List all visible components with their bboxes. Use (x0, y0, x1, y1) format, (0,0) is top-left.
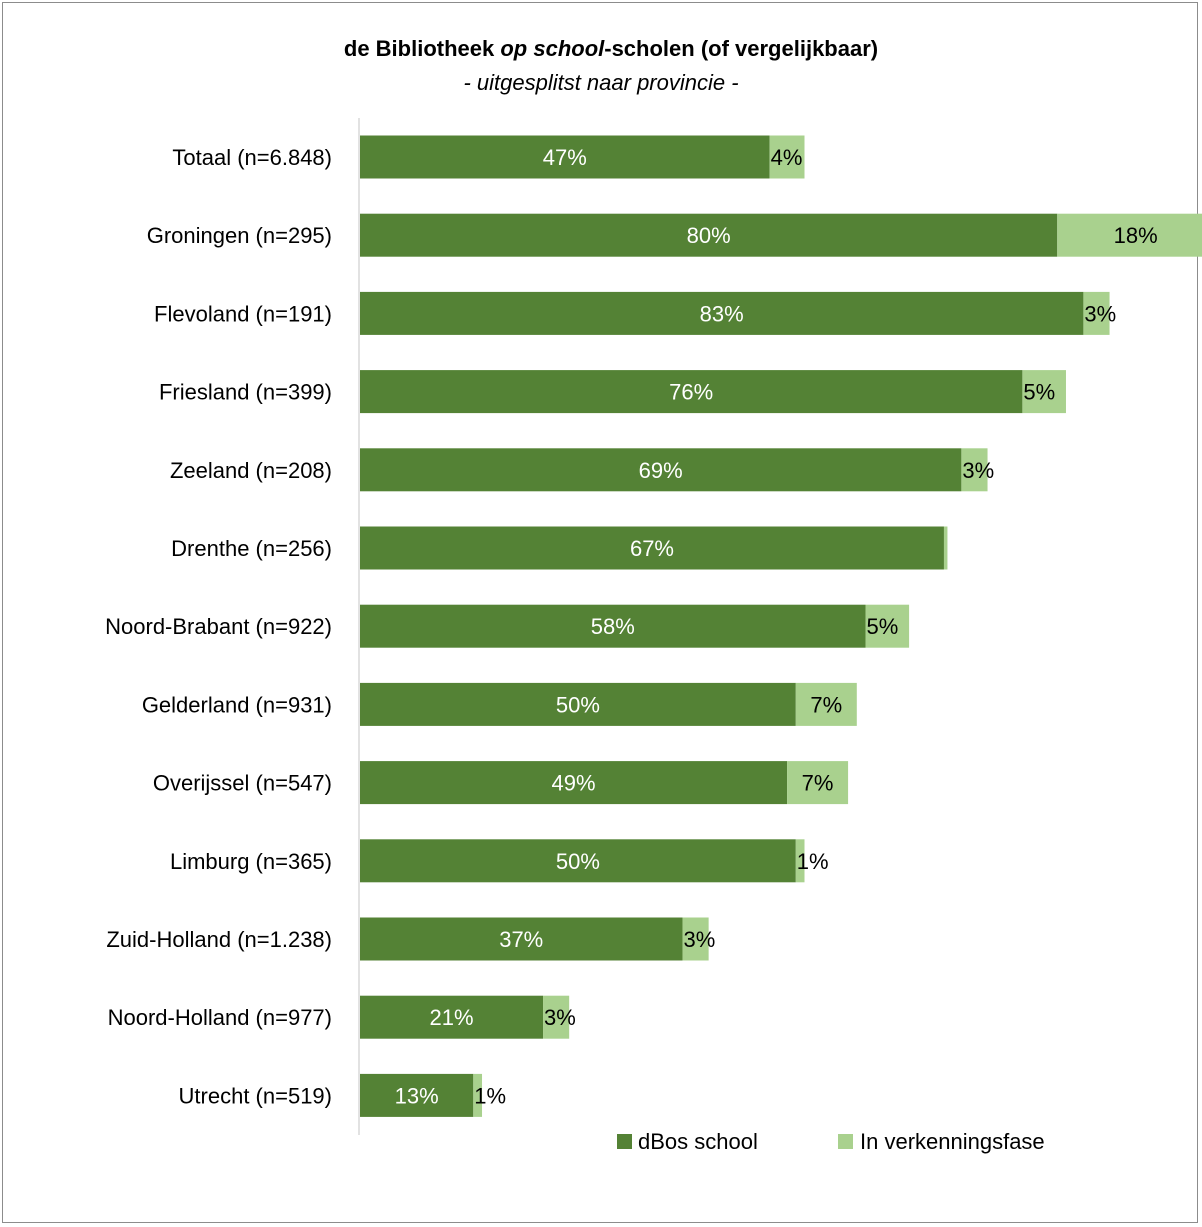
data-label-dbos-school: 69% (639, 458, 683, 483)
category-label: Friesland (n=399) (159, 380, 332, 405)
data-label-dbos-school: 13% (395, 1083, 439, 1108)
data-label-dbos-school: 50% (556, 849, 600, 874)
data-label-in-verkenningsfase: 3% (1084, 301, 1116, 326)
data-label-dbos-school: 21% (429, 1005, 473, 1030)
data-label-in-verkenningsfase: 3% (544, 1005, 576, 1030)
category-label: Totaal (n=6.848) (172, 145, 332, 170)
category-label: Limburg (n=365) (170, 849, 332, 874)
data-label-dbos-school: 37% (499, 927, 543, 952)
data-label-in-verkenningsfase: 5% (867, 614, 899, 639)
data-label-dbos-school: 47% (543, 145, 587, 170)
data-label-dbos-school: 58% (591, 614, 635, 639)
data-label-in-verkenningsfase: 1% (797, 849, 829, 874)
data-label-in-verkenningsfase: 7% (802, 771, 834, 796)
category-label: Zeeland (n=208) (170, 458, 332, 483)
data-label-in-verkenningsfase: 4% (771, 145, 803, 170)
chart-title-part-1: de Bibliotheek (344, 36, 500, 61)
data-label-dbos-school: 50% (556, 692, 600, 717)
data-label-dbos-school: 76% (669, 380, 713, 405)
data-label-in-verkenningsfase: 3% (962, 458, 994, 483)
category-label: Groningen (n=295) (147, 223, 332, 248)
category-label: Zuid-Holland (n=1.238) (106, 927, 332, 952)
data-label-dbos-school: 49% (552, 771, 596, 796)
bar-in-verkenningsfase (944, 527, 947, 570)
legend: dBos school In verkenningsfase (617, 1129, 1045, 1154)
category-label: Noord-Holland (n=977) (108, 1005, 332, 1030)
chart-title: de Bibliotheek op school-scholen (of ver… (344, 36, 878, 61)
chart-subtitle: - uitgesplitst naar provincie - (463, 70, 738, 95)
legend-swatch-in-verkenningsfase (838, 1134, 853, 1149)
data-label-in-verkenningsfase: 18% (1114, 223, 1158, 248)
category-label: Gelderland (n=931) (142, 692, 332, 717)
data-label-dbos-school: 67% (630, 536, 674, 561)
data-label-in-verkenningsfase: 7% (810, 692, 842, 717)
legend-label-in-verkenningsfase: In verkenningsfase (860, 1129, 1045, 1154)
legend-label-dbos-school: dBos school (638, 1129, 758, 1154)
data-label-dbos-school: 80% (687, 223, 731, 248)
category-label: Overijssel (n=547) (153, 771, 332, 796)
chart-title-part-2: op school (500, 36, 605, 61)
bars-layer: Totaal (n=6.848) 47% 4% Groningen (n=295) 80… (105, 136, 1202, 1117)
category-label: Flevoland (n=191) (154, 301, 332, 326)
data-label-dbos-school: 83% (700, 301, 744, 326)
category-label: Utrecht (n=519) (179, 1083, 332, 1108)
category-label: Drenthe (n=256) (171, 536, 332, 561)
data-label-in-verkenningsfase: 5% (1023, 380, 1055, 405)
data-label-in-verkenningsfase: 3% (683, 927, 715, 952)
legend-swatch-dbos-school (617, 1134, 632, 1149)
data-label-in-verkenningsfase: 1% (474, 1083, 506, 1108)
category-label: Noord-Brabant (n=922) (105, 614, 332, 639)
chart-title-part-3: -scholen (of vergelijkbaar) (604, 36, 878, 61)
